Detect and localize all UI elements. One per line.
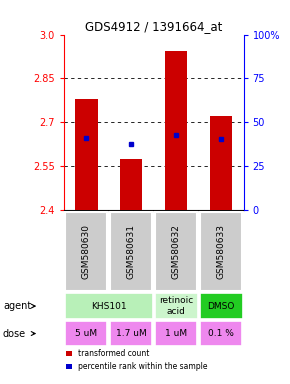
- Text: retinoic
acid: retinoic acid: [159, 296, 193, 316]
- Text: 0.1 %: 0.1 %: [208, 329, 234, 338]
- Bar: [200, 321, 242, 346]
- Text: agent: agent: [3, 301, 31, 311]
- Bar: [65, 293, 153, 319]
- Bar: [200, 293, 243, 319]
- Bar: [200, 212, 242, 291]
- Legend: transformed count, percentile rank within the sample: transformed count, percentile rank withi…: [66, 349, 208, 371]
- Bar: [110, 321, 152, 346]
- Text: GSM580633: GSM580633: [217, 224, 226, 279]
- Bar: [65, 212, 107, 291]
- Text: GSM580631: GSM580631: [127, 224, 136, 279]
- Bar: [110, 212, 152, 291]
- Bar: [75, 99, 97, 210]
- Title: GDS4912 / 1391664_at: GDS4912 / 1391664_at: [85, 20, 222, 33]
- Text: KHS101: KHS101: [91, 301, 126, 311]
- Bar: [165, 51, 187, 210]
- Text: DMSO: DMSO: [207, 301, 235, 311]
- Bar: [155, 212, 197, 291]
- Text: GSM580632: GSM580632: [172, 224, 181, 279]
- Bar: [210, 116, 232, 210]
- Bar: [65, 212, 107, 291]
- Bar: [155, 212, 197, 291]
- Text: dose: dose: [3, 329, 26, 339]
- Text: 1.7 uM: 1.7 uM: [116, 329, 147, 338]
- Bar: [65, 321, 107, 346]
- Bar: [110, 212, 152, 291]
- Bar: [155, 293, 198, 319]
- Text: 1 uM: 1 uM: [165, 329, 187, 338]
- Bar: [120, 159, 142, 210]
- Text: GSM580630: GSM580630: [82, 224, 91, 279]
- Bar: [200, 212, 242, 291]
- Text: 5 uM: 5 uM: [75, 329, 97, 338]
- Bar: [155, 321, 197, 346]
